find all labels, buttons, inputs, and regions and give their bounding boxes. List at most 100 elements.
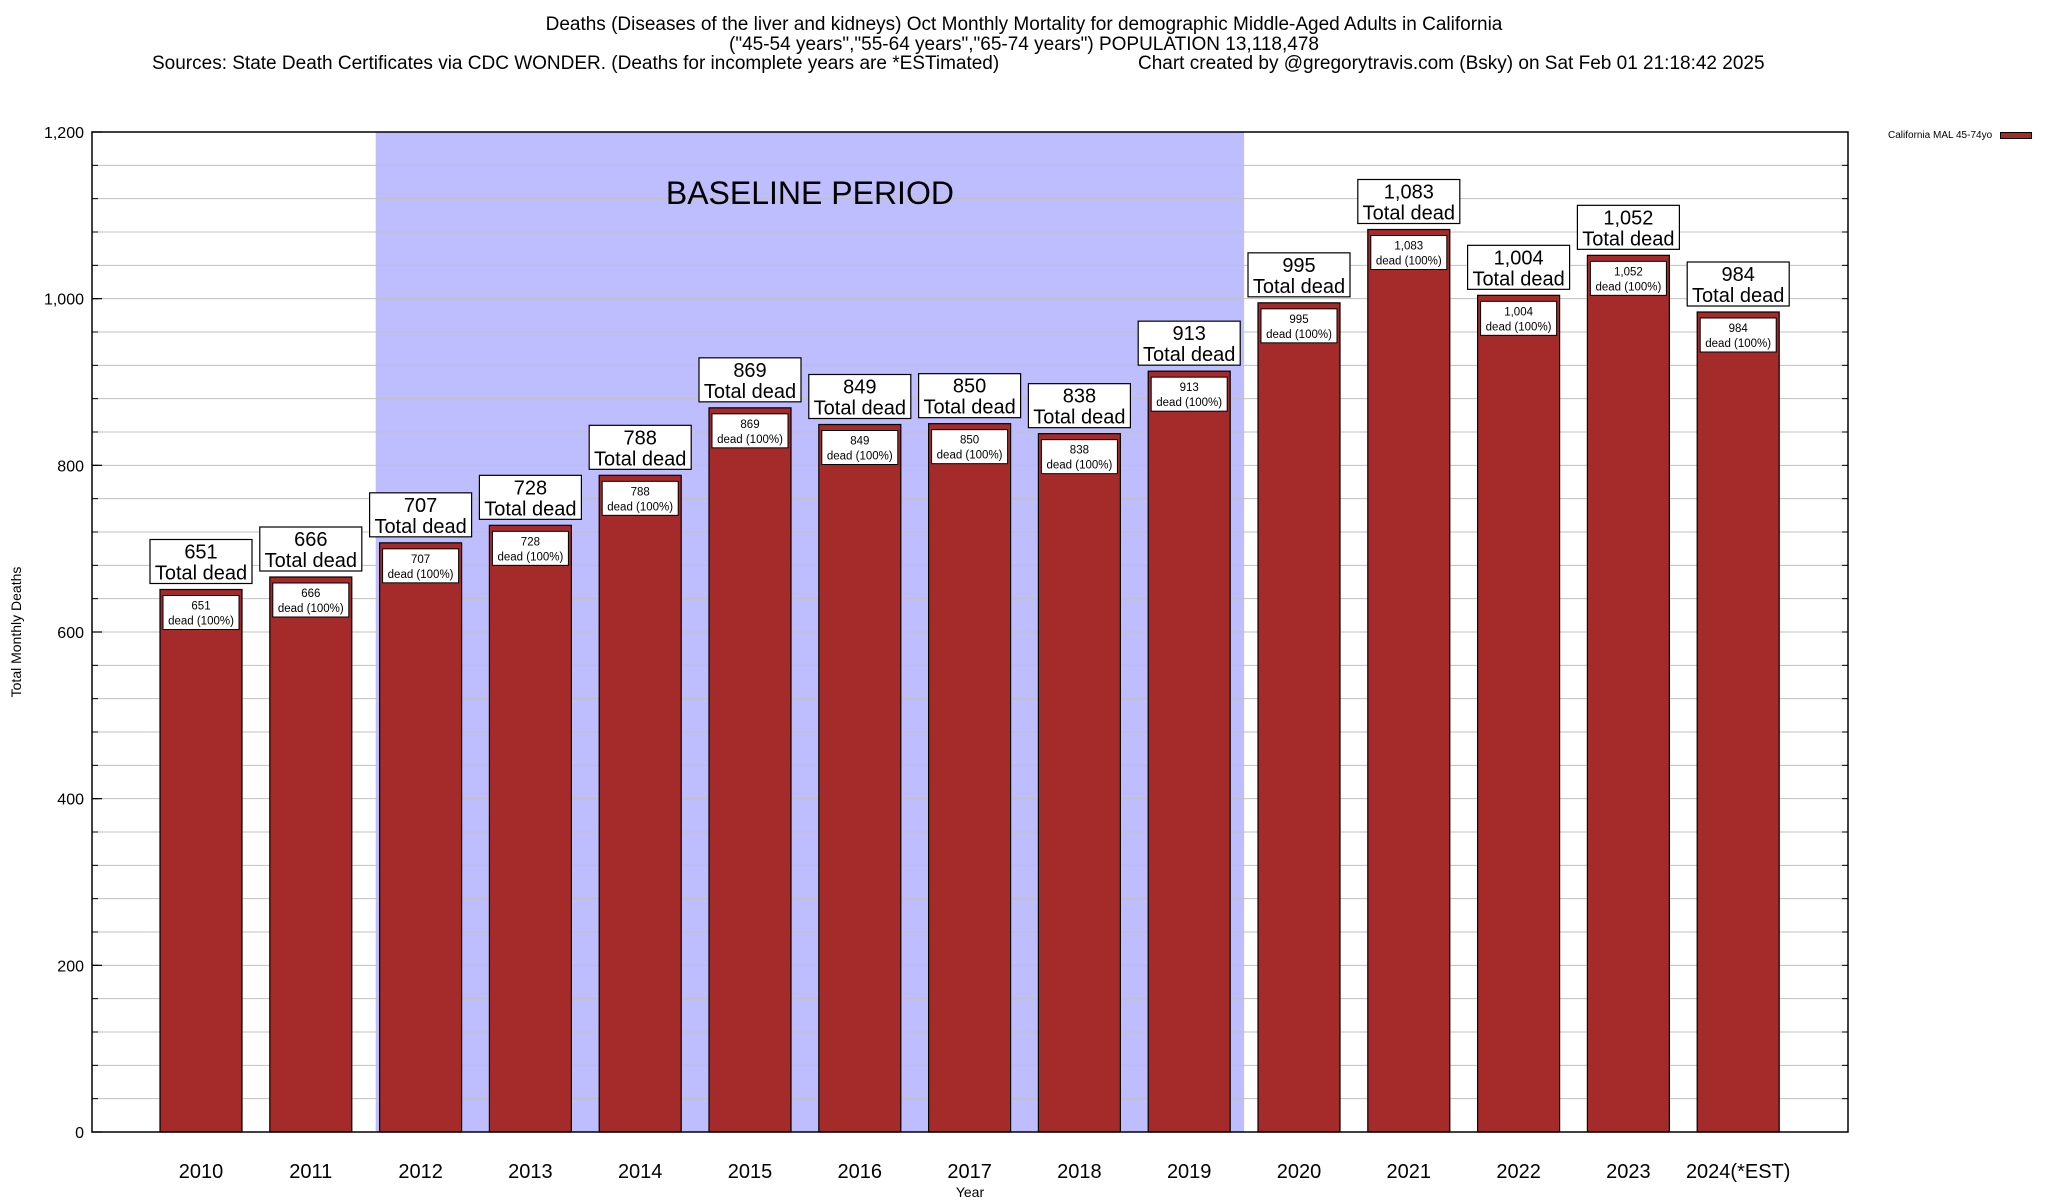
x-tick-label: 2012: [398, 1161, 443, 1183]
bar: [818, 423, 902, 1133]
bar-top-value-label: 666: [294, 529, 327, 551]
bar-inner-suffix-label: dead (100%): [827, 451, 893, 463]
bar-top-suffix-label: Total dead: [1253, 276, 1345, 298]
baseline-label: BASELINE PERIOD: [666, 175, 954, 211]
bar-inner-label-box: [1480, 300, 1558, 336]
x-axis-label: Year: [956, 1184, 985, 1200]
bar-top-value-label: 1,083: [1384, 182, 1434, 204]
bar-inner-suffix-label: dead (100%): [1376, 256, 1442, 268]
bar-top-label-box: [1466, 244, 1571, 290]
bar-top-label-box: [1357, 178, 1461, 225]
bar-inner-suffix-label: dead (100%): [1705, 338, 1771, 350]
x-tick-label: 2019: [1167, 1161, 1212, 1183]
bar: [379, 542, 463, 1133]
bar-inner-suffix-label: dead (100%): [607, 501, 673, 513]
bar-top-label-box: [588, 424, 692, 470]
bar-top-suffix-label: Total dead: [484, 498, 576, 520]
y-axis-label: Total Monthly Deaths: [8, 567, 24, 698]
bar-top-suffix-label: Total dead: [594, 448, 686, 470]
bar-inner-suffix-label: dead (100%): [388, 569, 454, 581]
bar-inner-label-box: [821, 430, 899, 465]
bar-top-value-label: 728: [514, 477, 547, 499]
bar-inner-label-box: [272, 582, 350, 618]
bar-top-value-label: 869: [733, 360, 766, 382]
bar-top-suffix-label: Total dead: [1692, 285, 1784, 307]
bar-top-value-label: 849: [843, 377, 876, 399]
bar-top-label-box: [917, 373, 1022, 419]
x-tick-label: 2017: [947, 1161, 992, 1183]
bar-inner-suffix-label: dead (100%): [497, 551, 563, 563]
y-tick-label: 800: [57, 458, 84, 475]
bar-top-suffix-label: Total dead: [1582, 228, 1674, 250]
chart-sources: Sources: State Death Certificates via CD…: [152, 53, 1000, 74]
bar-inner-value-label: 984: [1729, 323, 1749, 335]
bar-top-value-label: 995: [1282, 255, 1315, 277]
bar-inner-value-label: 913: [1180, 382, 1199, 394]
chart-title-line1: Deaths (Diseases of the liver and kidney…: [545, 14, 1503, 35]
bar-top-suffix-label: Total dead: [374, 516, 466, 538]
bar: [1037, 433, 1122, 1133]
bar-inner-value-label: 1,083: [1394, 241, 1423, 253]
chart-title-line2: ("45-54 years","55-64 years","65-74 year…: [729, 34, 1319, 55]
x-tick-label: 2014: [618, 1161, 663, 1183]
x-tick-label: 2011: [289, 1161, 332, 1183]
bar-inner-value-label: 869: [740, 419, 759, 431]
y-tick-label: 200: [57, 958, 84, 975]
x-tick-label: 2013: [508, 1161, 553, 1183]
bar: [927, 423, 1012, 1133]
bar-top-suffix-label: Total dead: [155, 563, 247, 585]
bar-inner-value-label: 707: [411, 554, 430, 566]
bar-top-suffix-label: Total dead: [923, 397, 1015, 419]
bar-top-suffix-label: Total dead: [265, 550, 357, 572]
bar-top-suffix-label: Total dead: [1143, 344, 1235, 366]
bar-inner-value-label: 1,052: [1614, 266, 1643, 278]
bar-top-label-box: [149, 538, 253, 585]
legend: California MAL 45-74yo: [1888, 130, 2033, 141]
legend-label: California MAL 45-74yo: [1888, 130, 1993, 141]
bar-top-suffix-label: Total dead: [1363, 203, 1455, 225]
y-tick-label: 600: [57, 625, 84, 642]
bar-top-label-box: [1576, 204, 1681, 250]
bar: [488, 524, 572, 1133]
bar-top-label-box: [1247, 252, 1351, 298]
bar-top-value-label: 1,052: [1603, 207, 1653, 229]
x-tick-label: 2024(*EST): [1686, 1161, 1791, 1183]
bar-inner-suffix-label: dead (100%): [1595, 281, 1661, 293]
bar-inner-value-label: 838: [1070, 445, 1089, 457]
bar-inner-suffix-label: dead (100%): [937, 450, 1003, 462]
bar-inner-label-box: [601, 480, 679, 516]
x-tick-label: 2021: [1387, 1161, 1432, 1183]
bar: [269, 576, 353, 1133]
bar-inner-value-label: 849: [850, 436, 869, 448]
x-tick-label: 2010: [179, 1161, 224, 1183]
bar-inner-label-box: [382, 548, 460, 584]
bar-top-suffix-label: Total dead: [1033, 407, 1125, 429]
bar-top-value-label: 788: [624, 427, 657, 449]
x-tick-label: 2023: [1606, 1161, 1651, 1183]
bar-inner-label-box: [1040, 439, 1118, 475]
bar-top-label-box: [259, 526, 363, 572]
bar-inner-suffix-label: dead (100%): [1486, 321, 1552, 333]
bar-top-suffix-label: Total dead: [704, 381, 796, 403]
chart-credit: Chart created by @gregorytravis.com (Bsk…: [1138, 53, 1765, 74]
bar-top-value-label: 850: [953, 376, 986, 398]
bar-inner-value-label: 850: [960, 435, 979, 447]
bar-inner-value-label: 1,004: [1504, 306, 1533, 318]
bar-top-value-label: 707: [404, 495, 437, 517]
bar-top-label-box: [808, 373, 912, 420]
bar-top-value-label: 1,004: [1494, 247, 1544, 269]
bar: [159, 588, 243, 1133]
bar-inner-suffix-label: dead (100%): [1266, 329, 1332, 341]
bar-inner-value-label: 651: [191, 601, 210, 613]
bar: [1586, 254, 1671, 1133]
bar: [598, 474, 682, 1133]
bar: [1147, 370, 1231, 1133]
bar-inner-suffix-label: dead (100%): [717, 434, 783, 446]
bar-top-label-box: [698, 357, 802, 403]
y-tick-label: 0: [75, 1125, 84, 1142]
bar: [1696, 311, 1780, 1133]
bar-inner-label-box: [491, 530, 569, 566]
bar: [708, 407, 792, 1133]
bar-top-value-label: 838: [1063, 386, 1096, 408]
